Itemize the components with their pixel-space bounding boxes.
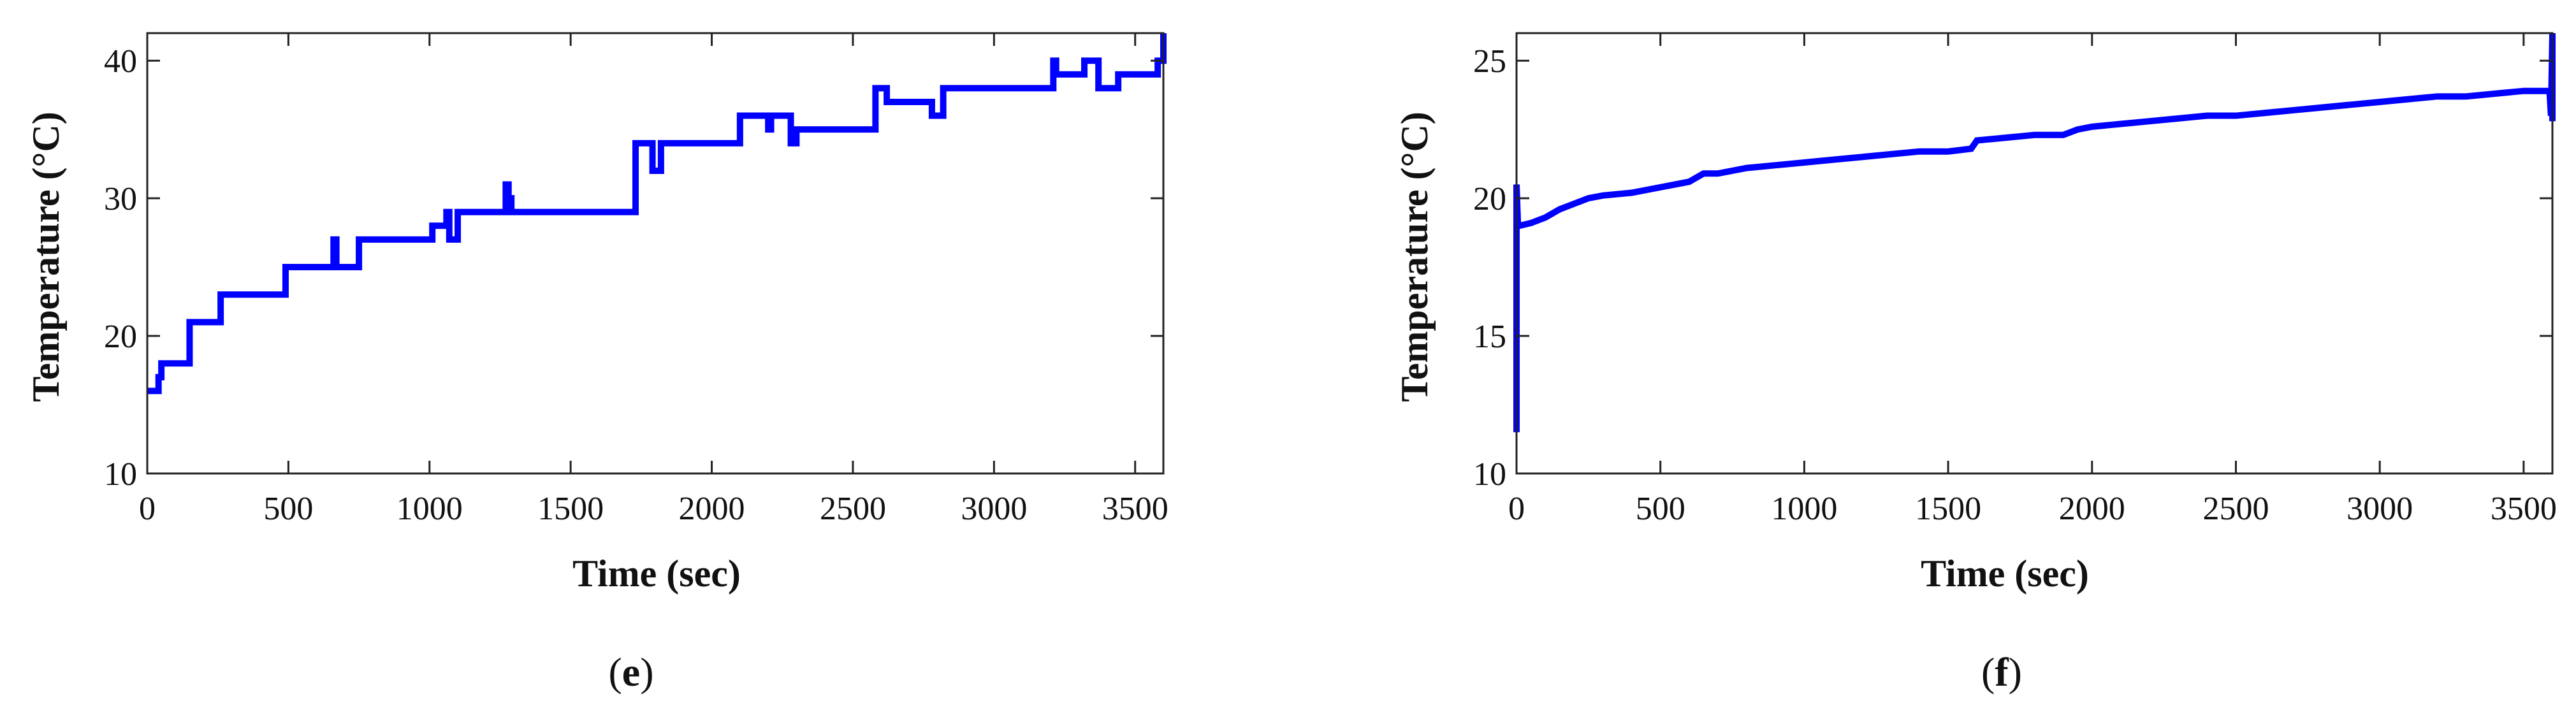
plot-frame: [146, 32, 1165, 475]
x-tick-label: 1000: [397, 491, 463, 527]
x-tick-label: 0: [139, 491, 156, 527]
chart-e-svg: Temperature (°C) Time (sec) (e) 0 500 1000…: [25, 32, 1168, 695]
x-tick-label: 500: [1636, 491, 1685, 527]
y-tick-label: 30: [104, 181, 137, 217]
x-tick-label: 500: [263, 491, 313, 527]
x-tick-label: 2000: [679, 491, 745, 527]
x-tick-label: 0: [1508, 491, 1525, 527]
temperature-series-line: [147, 33, 1167, 394]
chart-f-svg: Temperature (°C) Time (sec) (f) 0 500 1000…: [1394, 32, 2557, 695]
chart-panel-e: Temperature (°C) Time (sec) (e) 0 500 1000…: [0, 0, 1224, 719]
y-tick-label: 15: [1473, 319, 1506, 355]
y-tick-label: 25: [1473, 43, 1506, 80]
y-tick-label: 20: [1473, 181, 1506, 217]
x-axis-label: Time (sec): [572, 552, 741, 595]
panel-label-letter: e: [622, 649, 640, 695]
temperature-series-line: [1513, 32, 2556, 433]
panel-label: (e): [608, 649, 653, 695]
panel-label-letter: f: [1995, 649, 2009, 695]
y-tick-label: 10: [104, 456, 137, 493]
x-tick-label: 2000: [2059, 491, 2125, 527]
y-axis-label: Temperature (°C): [1394, 112, 1436, 402]
x-tick-label: 1500: [1915, 491, 1981, 527]
panel-label: (f): [1981, 649, 2022, 695]
y-axis-label: Temperature (°C): [25, 112, 67, 402]
plot-frame: [1515, 32, 2554, 475]
x-tick-label: 3000: [2347, 491, 2413, 527]
x-tick-label: 3000: [961, 491, 1027, 527]
y-tick-label: 10: [1473, 456, 1506, 493]
x-tick-label: 2500: [820, 491, 886, 527]
chart-panel-f: Temperature (°C) Time (sec) (f) 0 500 1000…: [1371, 0, 2576, 719]
y-tick-label: 40: [104, 43, 137, 80]
x-tick-label: 3500: [2491, 491, 2557, 527]
x-axis-label: Time (sec): [1921, 552, 2089, 595]
x-tick-label: 3500: [1102, 491, 1168, 527]
y-tick-label: 20: [104, 319, 137, 355]
x-tick-label: 2500: [2202, 491, 2269, 527]
x-tick-label: 1000: [1771, 491, 1837, 527]
x-tick-label: 1500: [537, 491, 604, 527]
